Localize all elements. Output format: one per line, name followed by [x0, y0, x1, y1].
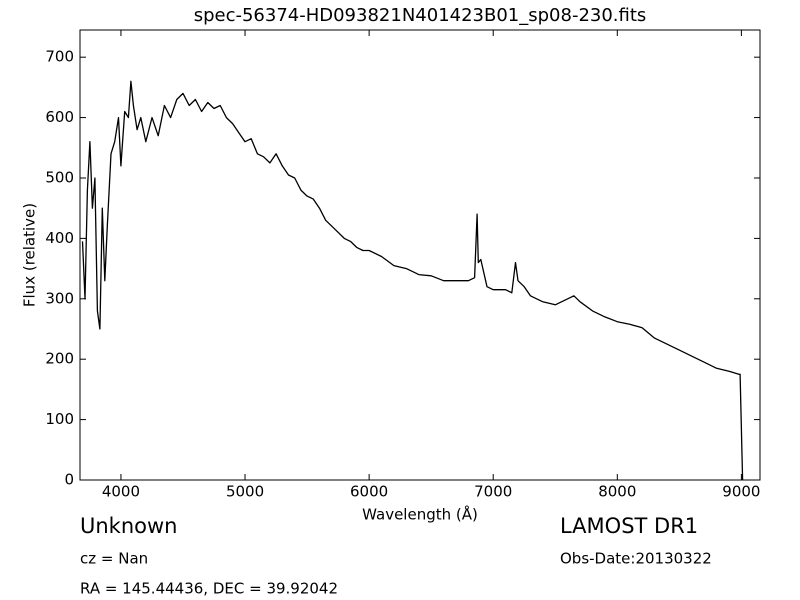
- plot-frame: [79, 29, 761, 481]
- spectrum-line: [81, 80, 744, 480]
- x-tick-label: 7000: [474, 483, 512, 501]
- y-tick-label: 500: [45, 168, 74, 186]
- y-tick-label: 600: [45, 108, 74, 126]
- x-tick-label: 4000: [102, 483, 140, 501]
- y-tick-label: 100: [45, 410, 74, 428]
- y-tick-label: 400: [45, 229, 74, 247]
- y-tick-label: 300: [45, 289, 74, 307]
- object-name: Unknown: [80, 514, 177, 538]
- x-tick-label: 9000: [722, 483, 760, 501]
- x-tick-label: 5000: [226, 483, 264, 501]
- y-tick-label: 200: [45, 350, 74, 368]
- y-axis-label: Flux (relative): [21, 203, 39, 307]
- coordinates: RA = 145.44436, DEC = 39.92042: [80, 580, 338, 598]
- obs-date: Obs-Date:20130322: [560, 550, 712, 568]
- y-tick-label: 0: [64, 471, 74, 489]
- x-tick-label: 8000: [598, 483, 636, 501]
- redshift: cz = Nan: [80, 550, 148, 568]
- chart-title: spec-56374-HD093821N401423B01_sp08-230.f…: [194, 5, 647, 26]
- survey: LAMOST DR1: [560, 514, 698, 538]
- x-axis-label: Wavelength (Å): [362, 505, 478, 524]
- y-tick-label: 700: [45, 48, 74, 66]
- x-tick-label: 6000: [350, 483, 388, 501]
